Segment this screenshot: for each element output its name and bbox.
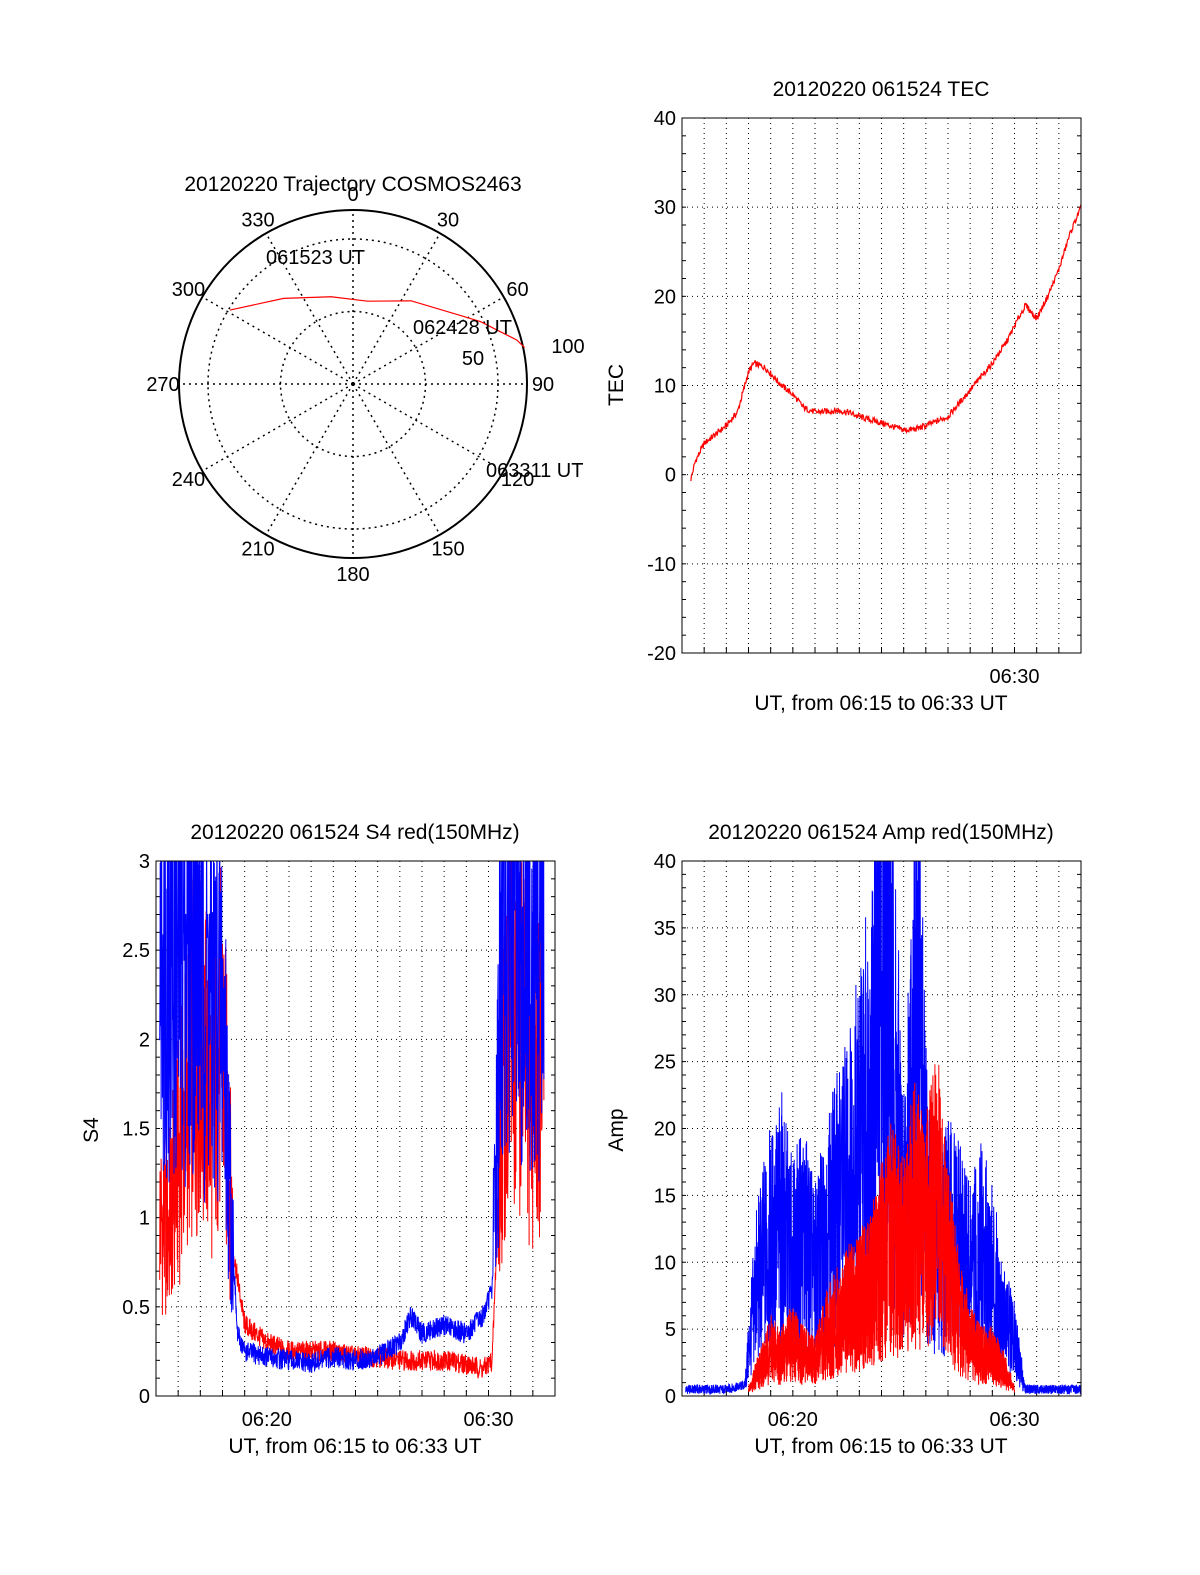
tec-series bbox=[690, 204, 1081, 482]
tec-x-tick-label: 06:30 bbox=[989, 666, 1039, 688]
polar-azimuth-label: 270 bbox=[146, 374, 179, 396]
amp-series-line-first bbox=[685, 861, 1081, 1396]
tec-chart: 20120220 061524 TEC 40 30 20 10 0 -10 -20 06:3… bbox=[605, 78, 1082, 715]
amp-y-tick-label: 10 bbox=[654, 1252, 676, 1274]
amp-series-line-second bbox=[748, 1064, 1015, 1393]
trajectory-series bbox=[229, 296, 526, 348]
amp-y-tick-label: 30 bbox=[654, 985, 676, 1007]
tec-y-tick-label: -20 bbox=[647, 643, 676, 665]
polar-spoke-330 bbox=[265, 232, 354, 385]
tec-y-tick-label: -10 bbox=[647, 554, 676, 576]
s4-y-tick-label: 1 bbox=[139, 1208, 150, 1230]
trajectory-annotation-mid: 062428 UT bbox=[413, 317, 512, 339]
s4-xlabel: UT, from 06:15 to 06:33 UT bbox=[228, 1435, 481, 1458]
tec-y-tick-label: 20 bbox=[654, 286, 676, 308]
s4-plot-frame bbox=[155, 860, 556, 1397]
amp-chart: 20120220 061524 Amp red(150MHz) 40 35 30 25… bbox=[605, 821, 1082, 1458]
tec-xlabel: UT, from 06:15 to 06:33 UT bbox=[754, 692, 1007, 715]
polar-azimuth-label: 120 bbox=[501, 469, 534, 491]
tec-gridlines bbox=[682, 117, 1081, 654]
polar-azimuth-label: 0 bbox=[347, 184, 358, 206]
polar-azimuth-label: 90 bbox=[532, 374, 554, 396]
polar-azimuth-label: 300 bbox=[172, 279, 205, 301]
polar-spoke-150 bbox=[352, 383, 441, 536]
amp-y-tick-label: 0 bbox=[665, 1386, 676, 1408]
tec-y-tick-label: 10 bbox=[654, 376, 676, 398]
polar-spoke-240 bbox=[201, 383, 354, 472]
amp-x-tick-labels: 06:20 06:30 bbox=[768, 1409, 1040, 1431]
polar-radial-label-50: 50 bbox=[462, 348, 484, 370]
s4-y-tick-label: 2.5 bbox=[122, 940, 150, 962]
s4-y-tick-label: 0 bbox=[139, 1386, 150, 1408]
trajectory-annotation-start: 061523 UT bbox=[266, 247, 365, 269]
amp-y-tick-label: 20 bbox=[654, 1119, 676, 1141]
s4-series-line-first bbox=[159, 861, 545, 1379]
polar-azimuth-label: 180 bbox=[336, 564, 369, 586]
trajectory-annotation-end: 063311 UT bbox=[486, 460, 583, 482]
polar-azimuth-labels: 0 30 60 90 120 150 180 210 240 270 300 330 bbox=[146, 184, 554, 586]
s4-series bbox=[159, 861, 545, 1379]
s4-ylabel: S4 bbox=[80, 1117, 103, 1143]
polar-azimuth-label: 330 bbox=[241, 209, 274, 231]
polar-azimuth-label: 210 bbox=[241, 539, 274, 561]
amp-x-tick-label: 06:30 bbox=[989, 1409, 1039, 1431]
polar-spoke-120 bbox=[352, 383, 505, 472]
amp-series bbox=[685, 861, 1081, 1396]
s4-y-tick-label: 2 bbox=[139, 1029, 150, 1051]
s4-x-tick-label: 06:20 bbox=[242, 1409, 292, 1431]
s4-y-tick-labels: 3 2.5 2 1.5 1 0.5 0 bbox=[122, 851, 150, 1408]
amp-xlabel: UT, from 06:15 to 06:33 UT bbox=[754, 1435, 1007, 1458]
tec-y-tick-label: 40 bbox=[654, 108, 676, 130]
polar-azimuth-label: 150 bbox=[431, 539, 464, 561]
polar-azimuth-label: 30 bbox=[437, 209, 459, 231]
amp-y-tick-label: 5 bbox=[665, 1319, 676, 1341]
amp-y-tick-label: 40 bbox=[654, 851, 676, 873]
tec-ylabel: TEC bbox=[605, 364, 628, 406]
polar-spoke-30 bbox=[352, 232, 441, 385]
polar-radial-label-100: 100 bbox=[551, 336, 584, 358]
tec-plot-frame bbox=[681, 117, 1082, 654]
s4-y-tick-label: 0.5 bbox=[122, 1297, 150, 1319]
amp-y-tick-label: 25 bbox=[654, 1052, 676, 1074]
polar-grid bbox=[179, 210, 527, 558]
s4-x-tick-label: 06:30 bbox=[463, 1409, 513, 1431]
tec-y-tick-label: 0 bbox=[665, 465, 676, 487]
tec-y-tick-labels: 40 30 20 10 0 -10 -20 bbox=[647, 108, 676, 665]
polar-outer-circle bbox=[178, 209, 528, 559]
amp-plot-frame bbox=[681, 860, 1082, 1397]
tec-title: 20120220 061524 TEC bbox=[773, 78, 990, 101]
trajectory-line bbox=[229, 296, 526, 348]
s4-x-tick-labels: 06:20 06:30 bbox=[242, 1409, 514, 1431]
s4-chart: 20120220 061524 S4 red(150MHz) 3 2.5 2 1.5 1… bbox=[80, 821, 556, 1458]
polar-azimuth-label: 240 bbox=[172, 469, 205, 491]
trajectory-polar-chart: 20120220 Trajectory COSMOS2463 0 30 60 90 12… bbox=[146, 173, 584, 586]
amp-ylabel: Amp bbox=[605, 1108, 628, 1151]
polar-spoke-210 bbox=[265, 383, 354, 536]
s4-y-tick-label: 3 bbox=[139, 851, 150, 873]
s4-y-tick-label: 1.5 bbox=[122, 1119, 150, 1141]
amp-y-tick-labels: 40 35 30 25 20 15 10 5 0 bbox=[654, 851, 676, 1408]
tec-y-tick-label: 30 bbox=[654, 197, 676, 219]
tec-x-tick-labels: 06:30 bbox=[989, 666, 1039, 688]
trajectory-title: 20120220 Trajectory COSMOS2463 bbox=[184, 173, 521, 196]
amp-y-tick-label: 15 bbox=[654, 1185, 676, 1207]
amp-title: 20120220 061524 Amp red(150MHz) bbox=[708, 821, 1054, 844]
s4-series-line-second bbox=[159, 861, 545, 1374]
amp-x-tick-label: 06:20 bbox=[768, 1409, 818, 1431]
s4-title: 20120220 061524 S4 red(150MHz) bbox=[190, 821, 519, 844]
polar-spoke-60 bbox=[352, 296, 505, 385]
polar-spoke-300 bbox=[201, 296, 354, 385]
tec-series-line-first bbox=[690, 204, 1081, 482]
polar-azimuth-label: 60 bbox=[506, 279, 528, 301]
amp-y-tick-label: 35 bbox=[654, 918, 676, 940]
